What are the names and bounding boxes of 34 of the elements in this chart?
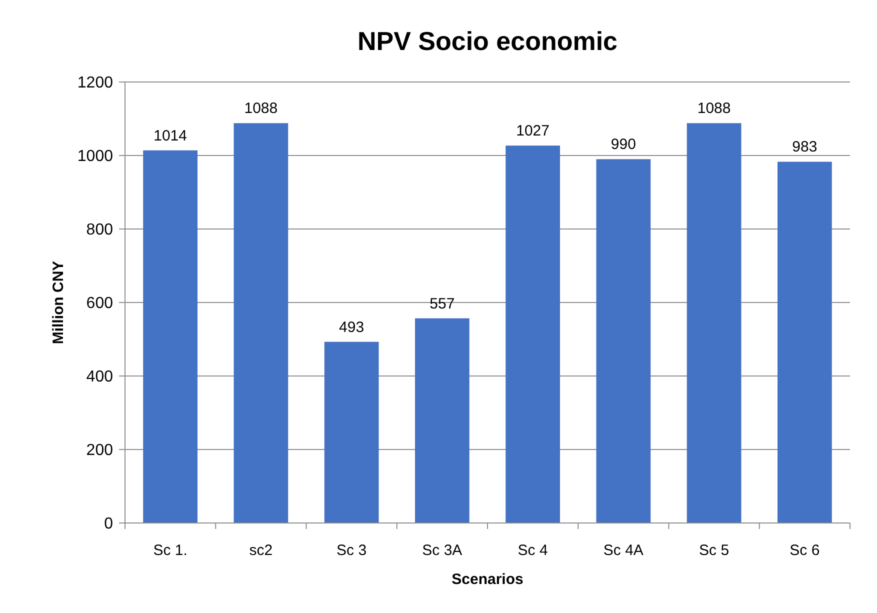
bar <box>778 162 832 523</box>
data-label: 1088 <box>244 100 278 118</box>
y-tick-label: 200 <box>86 442 114 460</box>
x-tick-label: Sc 1. <box>153 542 188 559</box>
x-tick-label: Sc 5 <box>699 542 730 559</box>
bar <box>415 318 470 523</box>
x-tick-label: Sc 3A <box>422 542 462 559</box>
x-tick-label: Sc 3 <box>336 542 367 559</box>
data-label: 990 <box>610 136 636 154</box>
data-label: 1027 <box>516 122 550 140</box>
y-tick-label: 400 <box>86 368 114 386</box>
bar <box>324 342 379 523</box>
chart-title: NPV Socio economic <box>357 26 618 56</box>
y-tick-label: 0 <box>104 516 114 533</box>
bar <box>596 159 651 523</box>
bar <box>234 123 288 523</box>
data-label: 983 <box>792 138 818 156</box>
data-label: 1014 <box>154 127 187 144</box>
x-tick-label: Sc 6 <box>790 542 820 559</box>
data-label: 1088 <box>697 100 731 118</box>
y-tick-label: 1200 <box>77 74 114 92</box>
x-tick-label: Sc 4A <box>603 542 644 559</box>
data-label: 493 <box>339 318 364 336</box>
y-tick-label: 600 <box>86 295 114 312</box>
x-axis-title: Scenarios <box>452 571 524 588</box>
x-tick-label: sc2 <box>249 542 273 559</box>
bar <box>506 146 560 523</box>
x-tick-label: Sc 4 <box>518 542 548 559</box>
data-label: 557 <box>430 295 455 312</box>
bar <box>143 150 198 523</box>
bar <box>686 123 742 523</box>
y-tick-label: 1000 <box>77 148 114 166</box>
y-tick-label: 800 <box>86 222 114 239</box>
y-axis-title: Million CNY <box>50 260 67 344</box>
